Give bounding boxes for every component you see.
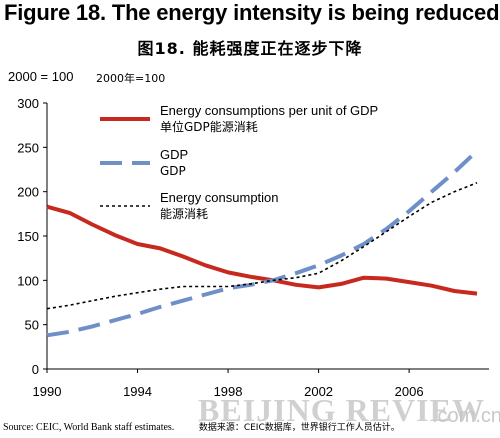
source-note: Source: CEIC, World Bank staff estimates… — [3, 420, 400, 433]
x-tick-label: 2006 — [395, 384, 424, 399]
figure-title-chinese: 图18. 能耗强度正在逐步下降 — [137, 39, 363, 58]
x-tick-label: 1998 — [214, 384, 243, 399]
legend-label-chinese-gdp-line: GDP — [160, 164, 186, 178]
beijing-review-watermark: BEIJING REVIEW — [198, 392, 485, 428]
y-tick-label: 0 — [32, 362, 39, 377]
chart-axes: 0 50 100 150 200 250 300 1990 1994 1998 2002 2006 — [17, 96, 489, 399]
y-axis-unit-label: 2000 = 100 — [8, 69, 74, 84]
chart-series-lines — [46, 149, 479, 338]
source-note-chinese: 数据来源：CEIC数据库，世界银行工作人员估计。 — [198, 423, 400, 433]
y-tick-label: 200 — [17, 185, 39, 200]
legend-label-energy-consumption-line: Energy consumption — [160, 190, 279, 205]
legend-label-chinese-energy-per-gdp-line: 单位GDP能源消耗 — [160, 119, 258, 134]
series-energy-per-gdp-line — [46, 204, 478, 296]
y-tick-label: 300 — [17, 96, 39, 111]
x-tick-label: 1994 — [123, 384, 152, 399]
x-tick-label: 1990 — [33, 384, 62, 399]
legend-label-energy-per-gdp-line: Energy consumptions per unit of GDP — [160, 103, 378, 118]
line-chart: 0 50 100 150 200 250 300 1990 1994 1998 2002 2006 E… — [17, 96, 489, 399]
legend-label-gdp-line: GDP — [160, 147, 188, 162]
chart-legend: Energy consumptions per unit of GDP单位GDP… — [100, 103, 378, 221]
series-energy-consumption-line — [46, 182, 478, 310]
y-tick-label: 150 — [17, 229, 39, 244]
beijing-review-watermark-suffix: .com.cn — [432, 405, 500, 427]
y-axis-unit-label-chinese: 2000年=100 — [96, 72, 166, 85]
source-note-english: Source: CEIC, World Bank staff estimates… — [3, 422, 175, 433]
series-gdp-line — [46, 149, 479, 338]
figure-title: Figure 18. The energy intensity is being… — [4, 0, 500, 25]
y-tick-label: 50 — [25, 318, 39, 333]
legend-label-chinese-energy-consumption-line: 能源消耗 — [160, 207, 208, 221]
y-tick-label: 100 — [17, 273, 39, 288]
x-tick-label: 2002 — [304, 384, 333, 399]
y-tick-label: 250 — [17, 140, 39, 155]
